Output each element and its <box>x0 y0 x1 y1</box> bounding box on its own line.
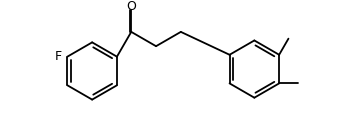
Text: O: O <box>126 0 136 13</box>
Text: F: F <box>55 50 62 63</box>
